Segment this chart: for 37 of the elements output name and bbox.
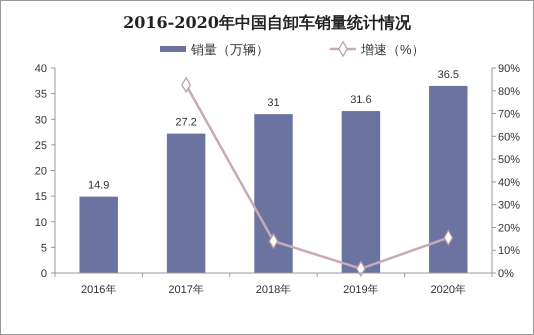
y-tick-label: 5 [40, 242, 47, 254]
legend-label: 增速（%） [360, 42, 425, 57]
y2-tick-label: 70% [498, 108, 520, 121]
bar [166, 134, 206, 273]
y2-tick-label: 40% [498, 176, 520, 189]
data-label: 31 [267, 97, 280, 110]
bar [429, 86, 468, 273]
legend-label: 销量（万辆） [190, 42, 269, 57]
y2-tick-label: 20% [498, 222, 520, 234]
data-label: 31.6 [350, 94, 372, 106]
y2-tick-label: 50% [498, 154, 520, 166]
data-label: 36.5 [438, 68, 460, 81]
y2-tick-label: 80% [498, 86, 520, 98]
x-tick-label: 2017年 [168, 284, 204, 296]
y-tick-label: 30 [34, 114, 47, 126]
x-tick-label: 2016年 [80, 284, 116, 296]
y-tick-label: 15 [34, 191, 47, 204]
y-tick-label: 20 [34, 166, 47, 178]
data-label: 27.2 [175, 116, 197, 129]
x-tick-label: 2018年 [256, 284, 292, 296]
y-tick-label: 10 [34, 216, 47, 229]
y2-tick-label: 0% [498, 268, 514, 280]
x-tick-label: 2019年 [343, 284, 379, 296]
y-tick-label: 40 [34, 63, 47, 75]
x-tick-label: 2020年 [430, 284, 466, 296]
data-label: 14.9 [88, 180, 110, 192]
y2-tick-label: 90% [498, 63, 520, 75]
y2-tick-label: 60% [498, 131, 520, 144]
bar [254, 114, 293, 273]
y-tick-label: 25 [34, 140, 47, 152]
y-tick-label: 0 [40, 268, 47, 280]
y2-tick-label: 10% [498, 245, 520, 258]
y2-tick-label: 30% [498, 200, 520, 212]
chart-title: 2016-2020年中国自卸车销量统计情况 [123, 13, 412, 32]
bar [79, 196, 118, 273]
y-tick-label: 35 [34, 88, 47, 101]
bar [342, 111, 380, 273]
